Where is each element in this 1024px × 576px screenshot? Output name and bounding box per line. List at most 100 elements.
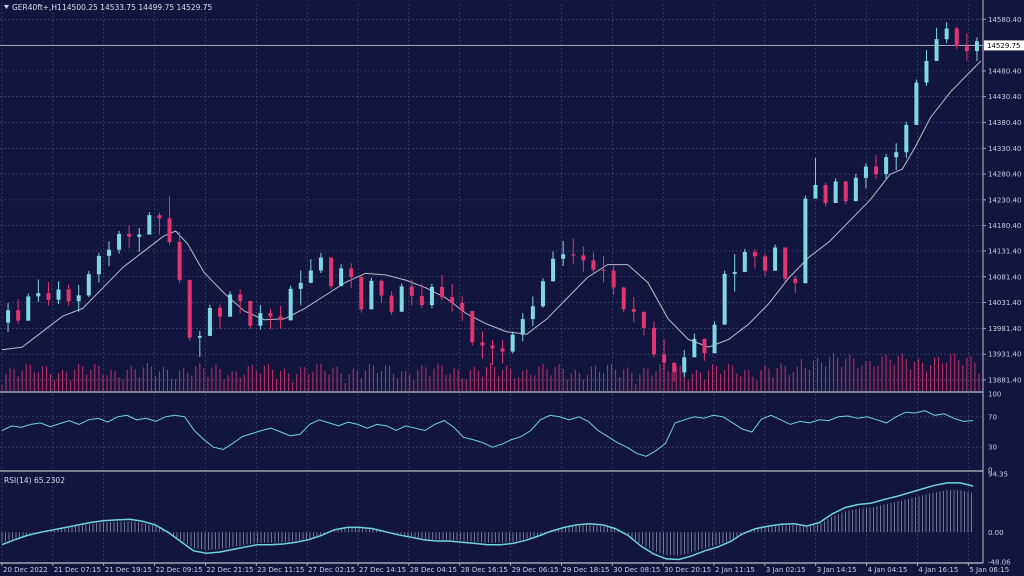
candle-body bbox=[773, 247, 778, 271]
candle-body bbox=[16, 310, 21, 321]
x-tick-label: 29 Dec 18:15 bbox=[562, 566, 609, 574]
x-tick-label: 30 Dec 08:15 bbox=[613, 566, 660, 574]
y-tick-label: 14280.40 bbox=[988, 171, 1021, 179]
x-tick-label: 22 Dec 09:15 bbox=[156, 566, 203, 574]
candle-body bbox=[682, 357, 687, 373]
x-axis-labels: 20 Dec 2022 21 Dec 07:15 21 Dec 19:15 22 De… bbox=[1, 563, 1009, 574]
candle-body bbox=[944, 28, 949, 40]
rsi-tick-label: 0 bbox=[988, 467, 992, 475]
rsi-tick-label: 30 bbox=[988, 444, 997, 452]
y-tick-label: 14480.40 bbox=[988, 67, 1021, 75]
candle-body bbox=[510, 334, 515, 352]
candle-body bbox=[127, 233, 132, 237]
candle-body bbox=[218, 307, 222, 317]
x-tick-label: 3 Jan 14:15 bbox=[817, 566, 857, 574]
candle-body bbox=[268, 313, 273, 317]
symbol-dropdown-icon[interactable] bbox=[4, 5, 9, 9]
candle-body bbox=[96, 255, 101, 275]
candle-body bbox=[389, 295, 394, 312]
candle-body bbox=[561, 254, 566, 259]
x-tick-label: 28 Dec 16:15 bbox=[461, 566, 508, 574]
candle-body bbox=[238, 294, 243, 302]
candle-body bbox=[581, 255, 586, 261]
macd-title: RSI(14) 65.2302 bbox=[4, 476, 65, 485]
candle-body bbox=[843, 181, 848, 202]
candle-body bbox=[874, 166, 879, 175]
y-tick-label: 14131.40 bbox=[988, 247, 1021, 255]
candle-body bbox=[742, 251, 747, 272]
candle-body bbox=[692, 338, 697, 358]
candle-body bbox=[56, 289, 61, 300]
y-tick-label: 13981.40 bbox=[988, 325, 1021, 333]
candle-body bbox=[672, 362, 677, 373]
rsi-tick-label: 100 bbox=[988, 391, 1001, 399]
candle-body bbox=[419, 295, 424, 306]
ohlc-readout: 14500.25 14533.75 14499.75 14529.75 bbox=[62, 3, 213, 12]
candle-body bbox=[621, 287, 626, 310]
candle-body bbox=[833, 181, 838, 203]
candle-body bbox=[399, 286, 404, 312]
x-tick-label: 27 Dec 14:15 bbox=[359, 566, 406, 574]
candle-body bbox=[429, 286, 434, 306]
candle-body bbox=[329, 257, 334, 287]
candle-body bbox=[783, 247, 788, 279]
candle-body bbox=[147, 215, 152, 235]
candle-body bbox=[591, 260, 596, 270]
candle-body bbox=[318, 257, 323, 271]
candle-body bbox=[258, 313, 263, 326]
candle-body bbox=[207, 307, 212, 336]
candle-body bbox=[894, 152, 899, 158]
candle-body bbox=[863, 166, 868, 178]
y-tick-label: 14430.40 bbox=[988, 93, 1021, 101]
candle-body bbox=[288, 288, 293, 321]
candle-body bbox=[440, 286, 445, 298]
candle-body bbox=[763, 256, 767, 271]
candle-body bbox=[298, 282, 303, 289]
candle-body bbox=[964, 46, 969, 52]
x-tick-label: 21 Dec 07:15 bbox=[54, 566, 101, 574]
rsi-tick-label: 70 bbox=[988, 413, 997, 421]
macd-tick-label: 0.00 bbox=[988, 529, 1004, 537]
x-tick-label: 28 Dec 04:15 bbox=[410, 566, 457, 574]
candle-body bbox=[702, 338, 707, 354]
candle-body bbox=[914, 82, 919, 125]
candle-body bbox=[651, 327, 656, 355]
candle-body bbox=[339, 268, 344, 287]
price-candles bbox=[6, 22, 979, 382]
macd-panel bbox=[1, 482, 974, 561]
candle-body bbox=[662, 354, 667, 363]
candle-body bbox=[793, 278, 798, 284]
candle-body bbox=[197, 335, 202, 338]
candle-body bbox=[571, 254, 576, 256]
candle-body bbox=[117, 233, 122, 250]
x-tick-label: 29 Dec 06:15 bbox=[512, 566, 559, 574]
candle-body bbox=[76, 295, 81, 302]
candle-body bbox=[228, 294, 233, 317]
candle-body bbox=[46, 293, 51, 300]
candle-body bbox=[954, 28, 959, 47]
y-tick-label: 14380.40 bbox=[988, 119, 1021, 127]
candle-body bbox=[540, 281, 545, 307]
candle-body bbox=[460, 302, 465, 312]
candle-body bbox=[106, 249, 111, 256]
candle-body bbox=[167, 218, 172, 242]
candle-body bbox=[823, 184, 828, 203]
candle-body bbox=[884, 157, 889, 175]
y-tick-label: 14031.40 bbox=[988, 299, 1021, 307]
y-tick-label: 14180.40 bbox=[988, 222, 1021, 230]
candle-body bbox=[520, 319, 525, 335]
x-tick-label: 20 Dec 2022 bbox=[3, 566, 48, 574]
y-tick-label: 14580.40 bbox=[988, 16, 1021, 24]
candle-body bbox=[157, 215, 162, 219]
y-tick-label: 13881.40 bbox=[988, 376, 1021, 384]
candle-body bbox=[934, 39, 939, 61]
candle-body bbox=[853, 177, 858, 202]
current-price-label: 14529.75 bbox=[987, 42, 1020, 50]
x-tick-label: 21 Dec 19:15 bbox=[105, 566, 152, 574]
x-tick-label: 30 Dec 20:15 bbox=[664, 566, 711, 574]
candle-body bbox=[349, 268, 354, 277]
candle-body bbox=[369, 280, 374, 310]
symbol-label: GER40ft+,H1 bbox=[12, 3, 62, 12]
